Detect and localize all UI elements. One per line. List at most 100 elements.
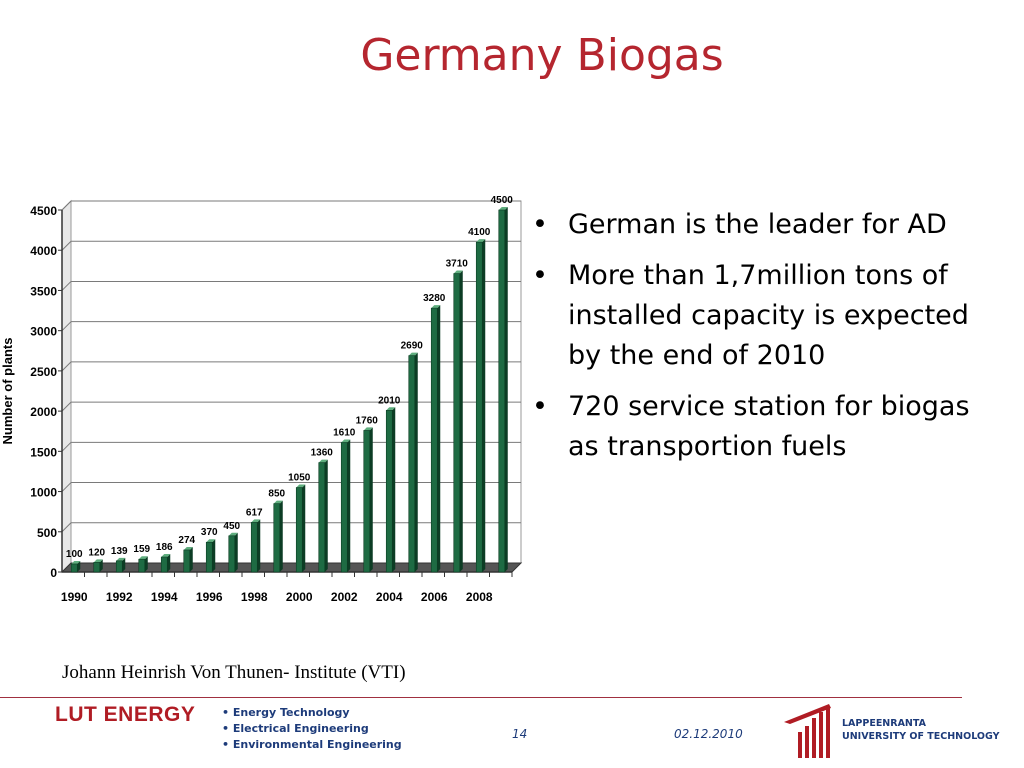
x-tick-label: 1996 (196, 590, 223, 604)
y-axis-label: Number of plants (0, 338, 15, 445)
x-tick-label: 2008 (466, 590, 493, 604)
y-tick-label: 1000 (30, 486, 57, 500)
gridline (61, 441, 72, 452)
bar (228, 535, 236, 573)
plants-bar-chart: 0 500 1000 1500 2000 2500 3000 3500 4000 4500 100 1… (0, 195, 523, 604)
footer-divider (0, 697, 962, 698)
lut-energy-logo: LUT ENERGY (55, 703, 196, 726)
plot-side-wall (61, 199, 72, 574)
gridline (61, 321, 72, 332)
bar-value-label: 1610 (333, 427, 356, 438)
x-tick-label: 2002 (331, 590, 358, 604)
bar-value-label: 3280 (423, 293, 446, 304)
bar (453, 273, 461, 573)
bar-value-label: 1760 (356, 415, 379, 426)
x-tick-label: 2006 (421, 590, 448, 604)
bar-side (144, 556, 148, 572)
bar (363, 430, 371, 573)
bar-side (302, 484, 306, 572)
source-citation: Johann Heinrish Von Thunen- Institute (V… (62, 662, 406, 683)
footer-department-item: • Environmental Engineering (222, 738, 402, 751)
footer-department-item: • Energy Technology (222, 706, 350, 719)
page-number: 14 (512, 727, 528, 741)
bar-top (71, 560, 81, 564)
bar-value-label: 100 (66, 549, 83, 560)
bar-side (99, 559, 103, 572)
bar-value-label: 4500 (491, 195, 514, 206)
bar-value-label: 159 (133, 544, 150, 555)
bar-value-label: 1360 (311, 448, 334, 459)
university-name-line2: UNIVERSITY OF TECHNOLOGY (842, 731, 1000, 742)
bar-top (206, 539, 216, 543)
bar-side (257, 519, 261, 572)
y-tick-label: 3500 (30, 284, 57, 298)
bar (138, 558, 146, 573)
y-tick-label: 500 (37, 526, 57, 540)
bar (430, 307, 438, 573)
bar (205, 541, 213, 573)
bar-side (392, 407, 396, 572)
bar-top (296, 484, 306, 488)
bar-top (431, 305, 441, 309)
slide-title: Germany Biogas (360, 30, 724, 81)
bar-side (504, 207, 508, 572)
bar-top (251, 519, 261, 523)
x-tick-label: 1998 (241, 590, 268, 604)
x-tick-label: 1990 (61, 590, 88, 604)
bar-value-label: 186 (156, 542, 173, 553)
bar-top (386, 407, 396, 411)
bar-value-label: 617 (246, 507, 263, 518)
bar-side (167, 554, 171, 572)
bar-top (116, 557, 126, 561)
bullet-item: German is the leader for AD (532, 205, 972, 245)
bar (115, 560, 123, 573)
bar-value-label: 120 (88, 547, 105, 558)
bar-top (476, 239, 486, 243)
bar (183, 549, 191, 573)
bar (385, 410, 393, 573)
bar (250, 522, 258, 573)
bar-side (482, 239, 486, 572)
university-name-line1: LAPPEENRANTA (842, 718, 926, 729)
bar (160, 556, 168, 573)
slide-date: 02.12.2010 (674, 727, 743, 741)
bar-value-label: 1050 (288, 473, 311, 484)
bar (318, 462, 326, 573)
bar-top (161, 554, 171, 558)
university-logo-icon (784, 704, 831, 758)
bar-top (453, 270, 463, 274)
bar-top (138, 556, 148, 560)
bar (408, 355, 416, 573)
gridline (61, 482, 72, 492)
university-name: LAPPEENRANTA UNIVERSITY OF TECHNOLOGY (842, 717, 999, 743)
bar-top (228, 532, 238, 536)
bar (70, 563, 78, 573)
gridline (61, 401, 72, 412)
bar-top (408, 352, 418, 356)
bullet-list: German is the leader for AD More than 1,… (532, 205, 972, 478)
y-tick-label: 3000 (30, 325, 57, 339)
bar-value-label: 4100 (468, 227, 491, 238)
y-tick-label: 2000 (30, 405, 57, 419)
bar-top (498, 207, 508, 210)
gridline (61, 361, 72, 372)
bar-top (93, 559, 103, 563)
bar (273, 503, 281, 573)
bar-value-label: 2010 (378, 395, 401, 406)
bar-side (437, 305, 441, 572)
gridline (61, 240, 72, 251)
bar-value-label: 139 (111, 546, 128, 557)
bar-top (341, 439, 351, 443)
footer-department-list: • Energy Technology • Electrical Enginee… (222, 705, 402, 753)
bar-side (369, 427, 373, 572)
y-tick-label: 4000 (30, 244, 57, 258)
chart-floor (60, 562, 523, 573)
bar-top (363, 427, 373, 431)
bar (498, 209, 506, 573)
bar-side (77, 560, 81, 572)
bar-side (324, 459, 328, 572)
bar-side (234, 532, 238, 572)
bar (295, 487, 303, 573)
bar-value-label: 2690 (401, 341, 424, 352)
bullet-item: More than 1,7million tons of installed c… (532, 256, 972, 376)
